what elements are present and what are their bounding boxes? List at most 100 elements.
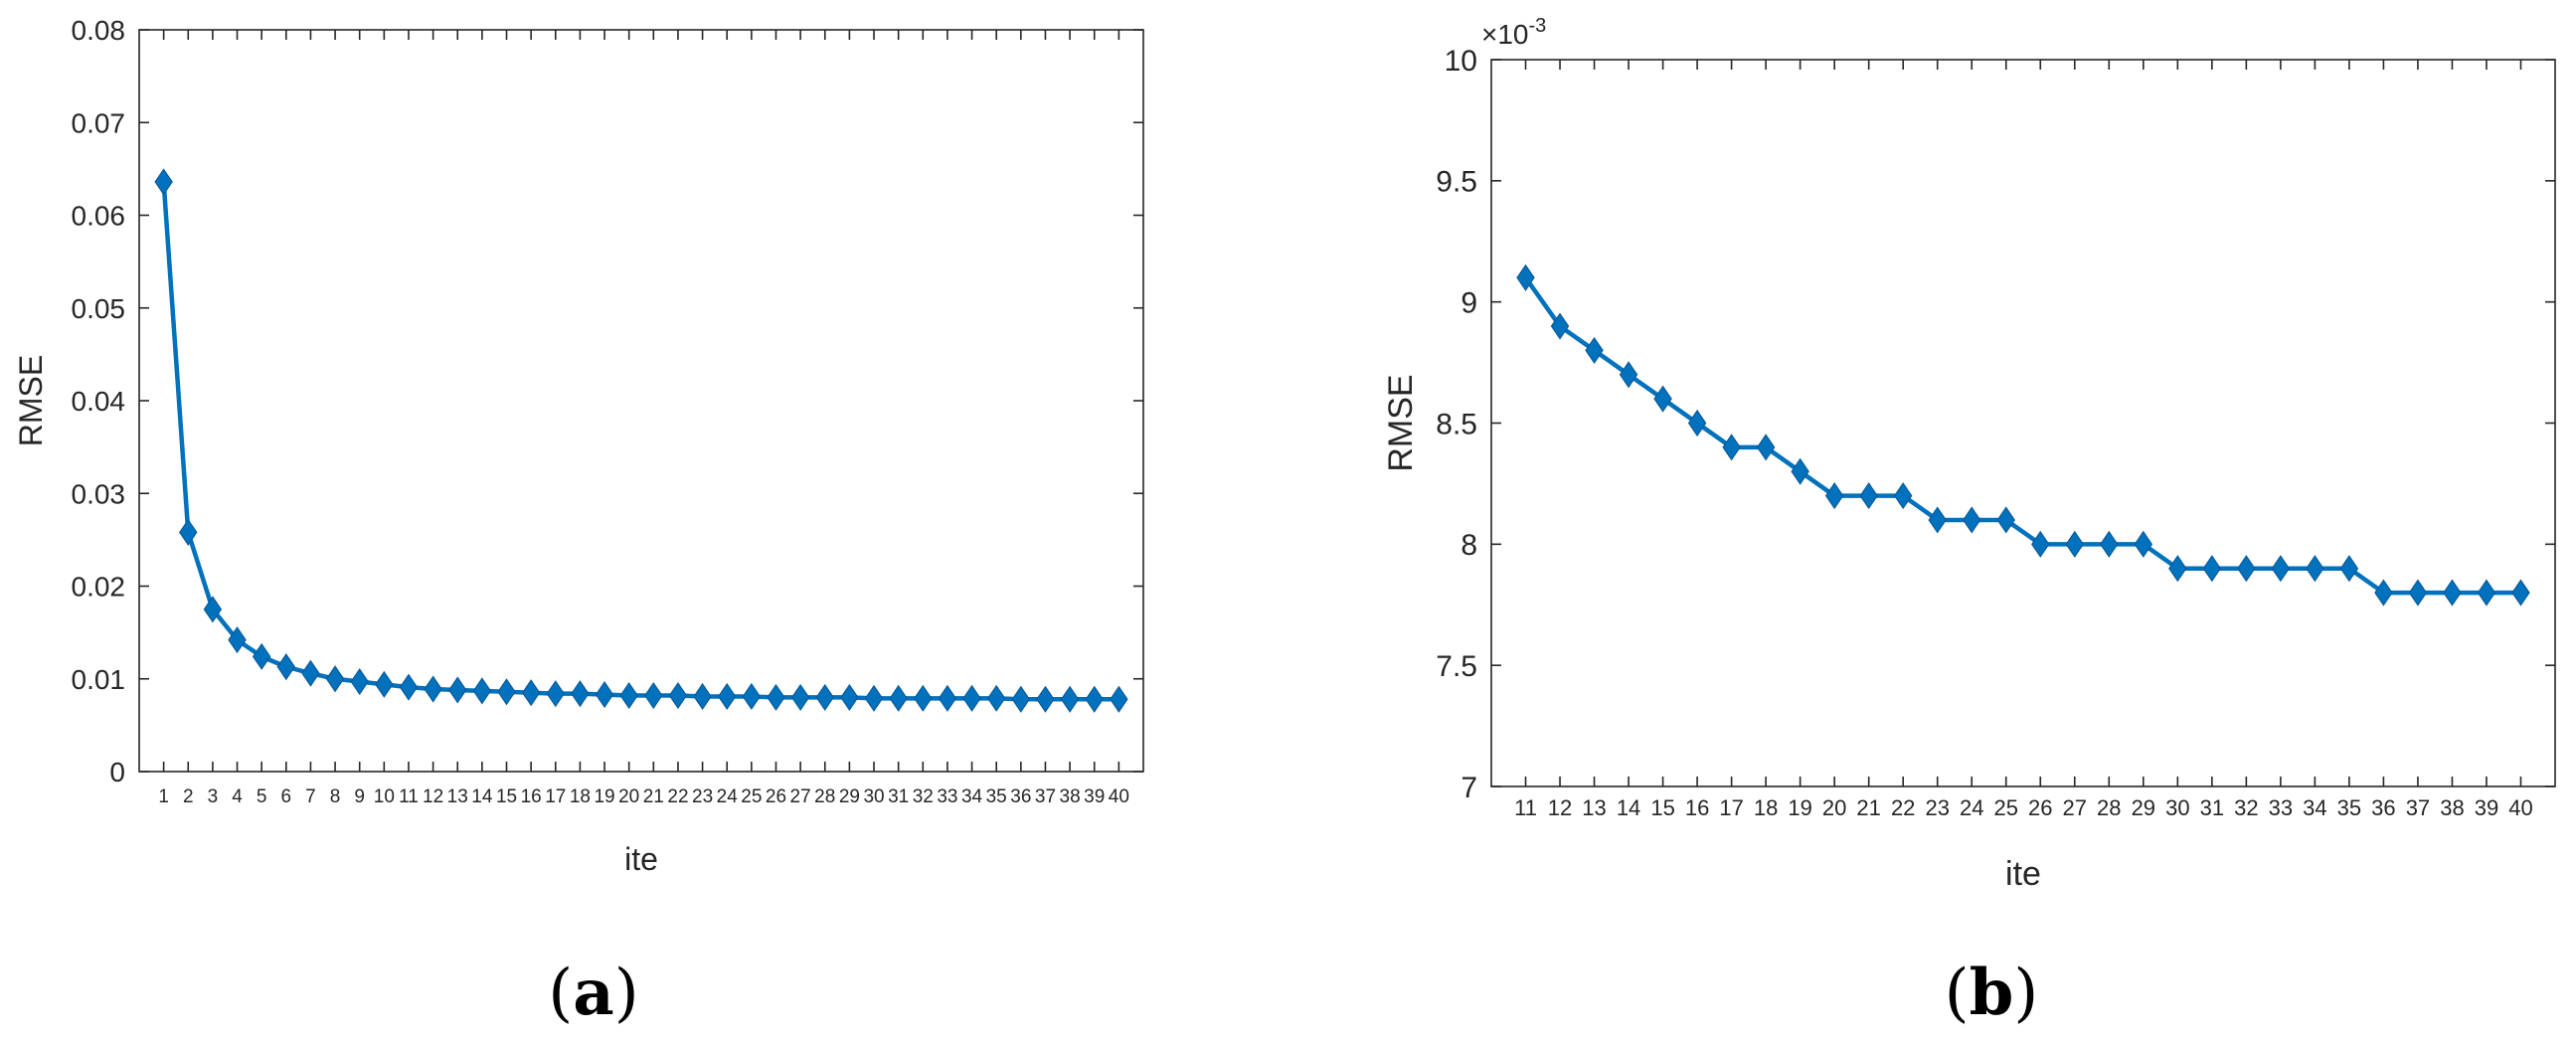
y-tick-label: 9.5 (1436, 166, 1477, 199)
data-point-marker (1687, 409, 1707, 437)
x-tick-label: 34 (961, 786, 983, 807)
panel-label-letter: a (573, 956, 613, 1030)
chart-panel-b: 7 7.5 8 8.5 9 9.5 10 11 12 13 14 15 16 17 18 19 20 21 22 23… (1382, 15, 2556, 1030)
x-tick-label: 27 (790, 786, 811, 807)
x-tick-label: 25 (1993, 795, 2017, 820)
x-tick-label: 3 (208, 786, 219, 807)
x-tick-label: 26 (766, 786, 786, 807)
x-tick-label: 13 (1582, 795, 1606, 820)
x-tick-label: 39 (1084, 786, 1105, 807)
chart-panel-a: 00.010.020.030.040.050.060.070.081 2 3 4 5 6 7… (13, 15, 1144, 1030)
x-tick-label: 13 (447, 786, 468, 807)
data-point-marker (2477, 579, 2496, 607)
x-tick-label: 31 (888, 786, 909, 807)
data-point-marker (717, 682, 737, 711)
axis-exponent: ×10-3 (1481, 15, 1546, 50)
x-tick-label: 12 (423, 786, 443, 807)
x-tick-label: 28 (2097, 795, 2121, 820)
panel-label-open-paren: ( (1945, 957, 1970, 1030)
x-tick-label: 38 (1060, 786, 1081, 807)
data-point-marker (938, 684, 957, 712)
data-point-marker (350, 667, 369, 696)
x-tick-label: 40 (1109, 786, 1129, 807)
data-point-marker (1011, 685, 1031, 713)
y-tick-label: 0.08 (72, 15, 126, 46)
data-point-marker (1928, 506, 1947, 534)
x-tick-label: 24 (1960, 795, 1983, 820)
data-point-marker (2408, 579, 2428, 607)
data-point-marker (2031, 530, 2050, 558)
x-tick-label: 22 (667, 786, 688, 807)
exponent-base: ×10 (1481, 19, 1529, 50)
y-tick-label: 0 (109, 757, 125, 787)
y-axis-title: RMSE (13, 355, 49, 446)
x-tick-label: 12 (1548, 795, 1572, 820)
x-tick-label: 34 (2303, 795, 2326, 820)
data-point-marker (1996, 506, 2015, 534)
data-point-marker (276, 653, 296, 681)
x-tick-label: 38 (2440, 795, 2464, 820)
data-point-marker (546, 680, 566, 708)
x-tick-label: 2 (183, 786, 194, 807)
data-point-marker (1859, 482, 1878, 510)
data-point-marker (840, 683, 859, 711)
y-tick-label: 0.07 (72, 107, 126, 138)
data-point-marker (1722, 434, 1741, 461)
panel-label: (a) (548, 956, 638, 1030)
x-tick-label: 20 (618, 786, 639, 807)
data-point-marker (914, 684, 933, 712)
series-line (161, 181, 1119, 702)
data-point-marker (2511, 579, 2530, 607)
y-tick-label: 9 (1460, 286, 1477, 319)
x-tick-label: 29 (839, 786, 860, 807)
data-point-marker (2306, 555, 2324, 583)
x-tick-label: 18 (570, 786, 591, 807)
x-tick-label: 24 (717, 786, 739, 807)
y-tick-label: 0.05 (72, 293, 126, 324)
data-point-marker (815, 683, 834, 711)
x-tick-label: 30 (2165, 795, 2189, 820)
x-tick-label: 30 (863, 786, 884, 807)
x-tick-label: 14 (1617, 795, 1640, 820)
data-point-marker (301, 659, 320, 687)
panel-label: (b) (1945, 956, 2039, 1030)
exponent-power: -3 (1529, 15, 1547, 37)
data-point-marker (1756, 434, 1776, 461)
data-point-marker (325, 665, 345, 693)
data-point-marker (1824, 482, 1844, 510)
data-point-marker (497, 678, 516, 706)
data-point-marker (399, 673, 419, 701)
data-point-marker (668, 681, 688, 710)
x-tick-label: 32 (2234, 795, 2258, 820)
x-tick-label: 15 (1650, 795, 1674, 820)
data-point-marker (448, 676, 467, 704)
data-point-marker (2374, 579, 2393, 607)
data-point-marker (1653, 385, 1672, 413)
data-point-marker (864, 684, 884, 712)
x-tick-label: 1 (158, 786, 169, 807)
axes-box (1490, 59, 2556, 787)
x-tick-label: 31 (2200, 795, 2224, 820)
y-tick-label: 7 (1460, 772, 1477, 804)
x-tick-label: 19 (1788, 795, 1811, 820)
x-tick-label: 33 (2269, 795, 2293, 820)
data-point-marker (1036, 685, 1055, 713)
data-point-marker (1110, 685, 1128, 713)
x-tick-label: 27 (2063, 795, 2087, 820)
x-tick-label: 33 (937, 786, 957, 807)
panel-label-close-paren: ) (2013, 957, 2038, 1030)
data-point-marker (521, 679, 541, 707)
data-point-marker (1619, 361, 1638, 389)
data-point-marker (472, 677, 492, 705)
data-point-marker (986, 684, 1006, 712)
data-point-marker (203, 596, 223, 623)
y-tick-label: 0.04 (72, 386, 126, 417)
data-point-marker (619, 681, 638, 710)
x-tick-label: 16 (521, 786, 542, 807)
data-point-marker (252, 642, 271, 670)
data-point-marker (1060, 685, 1080, 713)
data-point-marker (790, 683, 810, 711)
y-tick-label: 0.06 (72, 201, 126, 232)
x-tick-label: 10 (374, 786, 395, 807)
